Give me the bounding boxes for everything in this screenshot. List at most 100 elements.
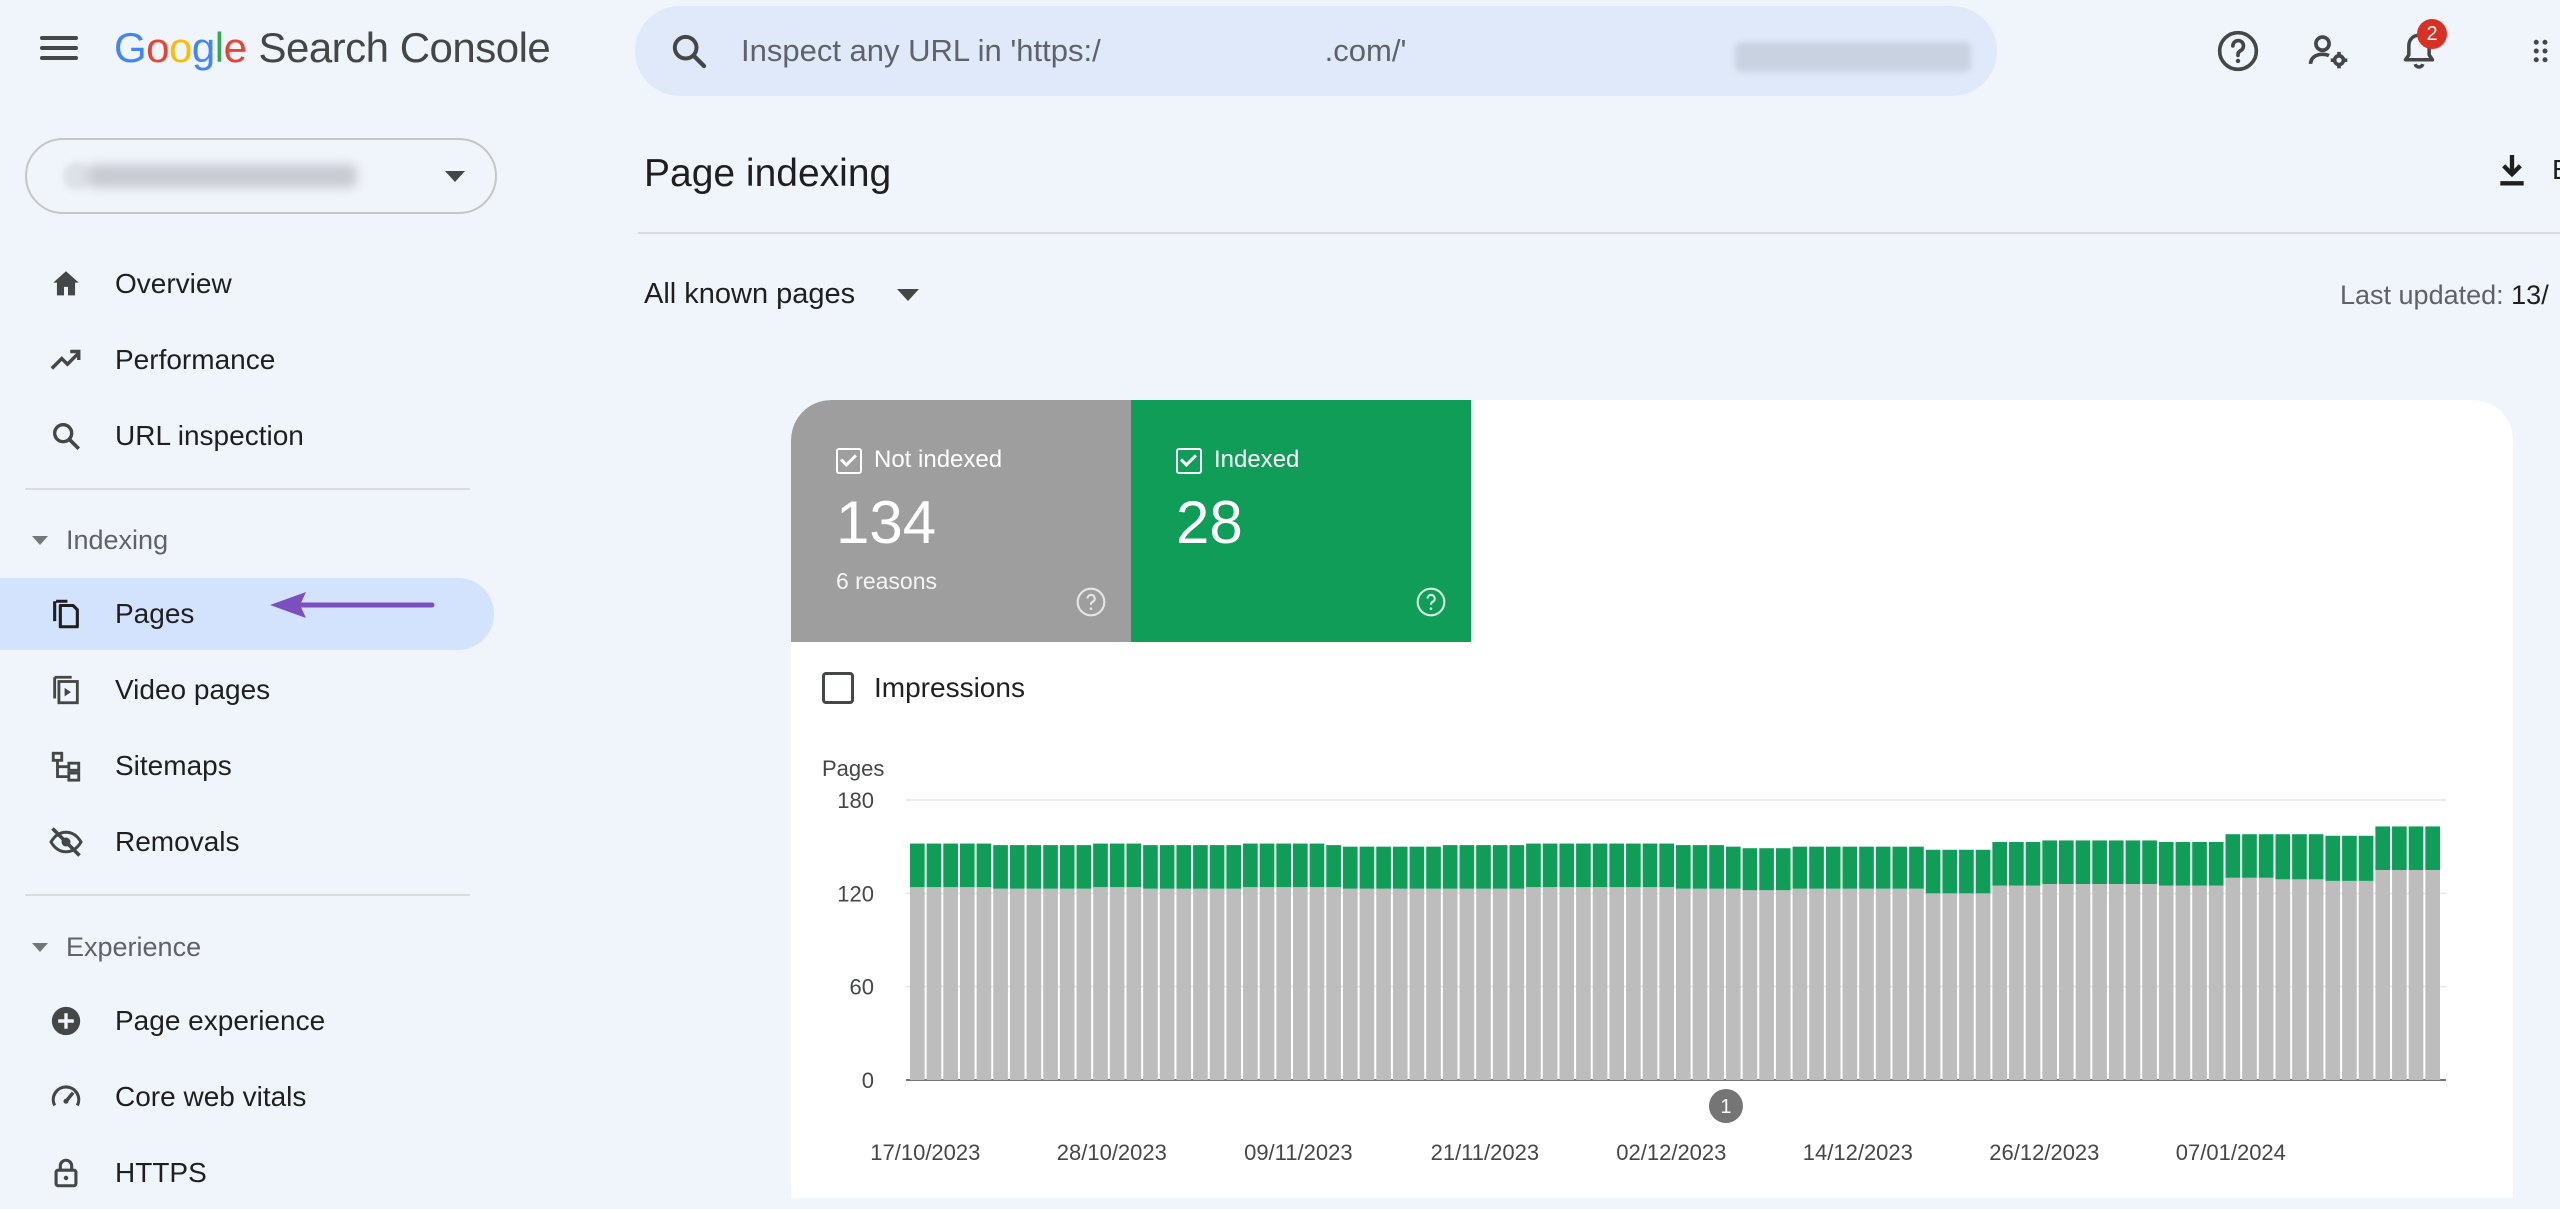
bar-not-indexed — [1559, 887, 1575, 1080]
sidebar-item-sitemaps[interactable]: Sitemaps — [0, 730, 494, 802]
bar-not-indexed — [1043, 888, 1058, 1080]
sidebar-item-label: Video pages — [115, 674, 271, 705]
bar-not-indexed — [2192, 885, 2207, 1080]
bar-not-indexed — [2425, 870, 2440, 1080]
help-icon[interactable] — [1075, 586, 1107, 618]
export-button[interactable]: E — [2492, 150, 2560, 190]
bar-indexed — [2059, 840, 2074, 884]
bar-indexed — [1109, 843, 1125, 888]
sidebar-item-label: HTTPS — [115, 1157, 207, 1188]
export-label: E — [2552, 154, 2560, 186]
bar-not-indexed — [1875, 888, 1891, 1080]
property-selector[interactable] — [25, 138, 497, 214]
bar-not-indexed — [1709, 888, 1724, 1080]
bar-not-indexed — [1009, 888, 1025, 1080]
bar-not-indexed — [1276, 887, 1291, 1080]
help-icon[interactable] — [1415, 586, 1447, 618]
bar-indexed — [1542, 843, 1558, 888]
sidebar-item-url-inspection[interactable]: URL inspection — [0, 400, 494, 472]
bar-indexed — [2275, 834, 2291, 880]
sidebar-item-overview[interactable]: Overview — [0, 248, 494, 320]
y-tick-label: 120 — [837, 881, 874, 906]
bar-indexed — [1692, 845, 1708, 889]
bar-not-indexed — [2392, 870, 2407, 1080]
bar-not-indexed — [1459, 888, 1475, 1080]
apps-icon — [2533, 39, 2548, 63]
url-inspect-input[interactable] — [739, 32, 1923, 70]
bar-indexed — [2375, 826, 2391, 870]
url-inspection-search[interactable] — [635, 6, 1997, 96]
bar-indexed — [1026, 845, 1042, 889]
bar-indexed — [1775, 848, 1791, 891]
sidebar-item-page-experience[interactable]: Page experience — [0, 985, 494, 1057]
x-tick-label: 21/11/2023 — [1431, 1140, 1539, 1165]
sidebar-item-removals[interactable]: Removals — [0, 806, 494, 878]
bar-indexed — [1176, 845, 1192, 889]
sidebar-divider — [25, 488, 470, 490]
product-name: Search Console — [258, 24, 551, 71]
annotation-arrow — [270, 592, 435, 618]
search-console-logo[interactable]: Google Search Console — [114, 24, 551, 72]
apps-button[interactable] — [2530, 26, 2560, 76]
bar-not-indexed — [1909, 888, 1924, 1080]
help-icon — [2217, 30, 2259, 72]
bar-indexed — [1076, 845, 1092, 889]
bar-not-indexed — [1509, 888, 1525, 1080]
x-tick-label: 02/12/2023 — [1616, 1140, 1726, 1165]
bar-indexed — [1526, 843, 1541, 888]
bar-not-indexed — [2158, 885, 2174, 1080]
sidebar-item-pages[interactable]: Pages — [0, 578, 494, 650]
known-pages-dropdown[interactable]: All known pages — [644, 278, 920, 311]
bar-indexed — [2208, 842, 2224, 886]
manage-users-button[interactable] — [2303, 26, 2353, 76]
indexed-tile[interactable]: Indexed 28 — [1131, 400, 1471, 642]
bar-not-indexed — [1576, 887, 1591, 1080]
bar-not-indexed — [1243, 887, 1258, 1080]
bar-indexed — [1609, 843, 1625, 888]
sidebar-item-performance[interactable]: Performance — [0, 324, 494, 396]
tile-subtitle: 6 reasons — [836, 568, 938, 594]
bar-not-indexed — [2175, 885, 2191, 1080]
bar-not-indexed — [1759, 890, 1774, 1080]
pages-icon — [48, 596, 84, 632]
notification-badge: 2 — [2417, 19, 2447, 49]
sidebar-item-video-pages[interactable]: Video pages — [0, 654, 494, 726]
main-menu-button[interactable] — [38, 30, 80, 72]
search-icon — [48, 418, 84, 454]
bar-indexed — [1709, 845, 1724, 889]
bar-indexed — [1059, 845, 1075, 889]
bar-indexed — [1293, 843, 1308, 888]
bar-not-indexed — [1492, 888, 1508, 1080]
eye-off-icon — [48, 824, 84, 860]
sidebar-section-label: Experience — [66, 931, 202, 962]
sidebar-section-indexing[interactable]: Indexing — [32, 515, 168, 565]
bar-indexed — [1459, 845, 1475, 889]
bar-not-indexed — [2092, 884, 2107, 1080]
redacted-property-name — [87, 164, 357, 188]
bar-not-indexed — [1026, 888, 1042, 1080]
not-indexed-tile[interactable]: Not indexed 134 6 reasons — [791, 400, 1131, 642]
help-button[interactable] — [2213, 26, 2263, 76]
bar-indexed — [1259, 843, 1275, 888]
sidebar-section-experience[interactable]: Experience — [32, 922, 201, 972]
logo-letter: g — [191, 24, 215, 71]
sidebar-item-label: Pages — [115, 598, 195, 629]
sidebar-item-core-web-vitals[interactable]: Core web vitals — [0, 1061, 494, 1133]
impressions-toggle[interactable]: Impressions — [822, 672, 1025, 704]
y-tick-label: 60 — [850, 975, 874, 1000]
bar-indexed — [1243, 843, 1258, 888]
bar-not-indexed — [1359, 888, 1375, 1080]
lock-icon — [48, 1155, 84, 1191]
x-tick-label: 09/11/2023 — [1244, 1140, 1352, 1165]
bar-indexed — [1509, 845, 1525, 889]
bar-not-indexed — [1076, 888, 1092, 1080]
sidebar-item-https[interactable]: HTTPS — [0, 1137, 494, 1209]
bar-not-indexed — [1426, 888, 1441, 1080]
bar-indexed — [2042, 840, 2057, 884]
bar-not-indexed — [1226, 888, 1242, 1080]
x-tick-label: 14/12/2023 — [1803, 1140, 1913, 1165]
bar-not-indexed — [1592, 887, 1608, 1080]
bar-indexed — [1309, 843, 1325, 888]
bar-indexed — [1376, 846, 1391, 889]
